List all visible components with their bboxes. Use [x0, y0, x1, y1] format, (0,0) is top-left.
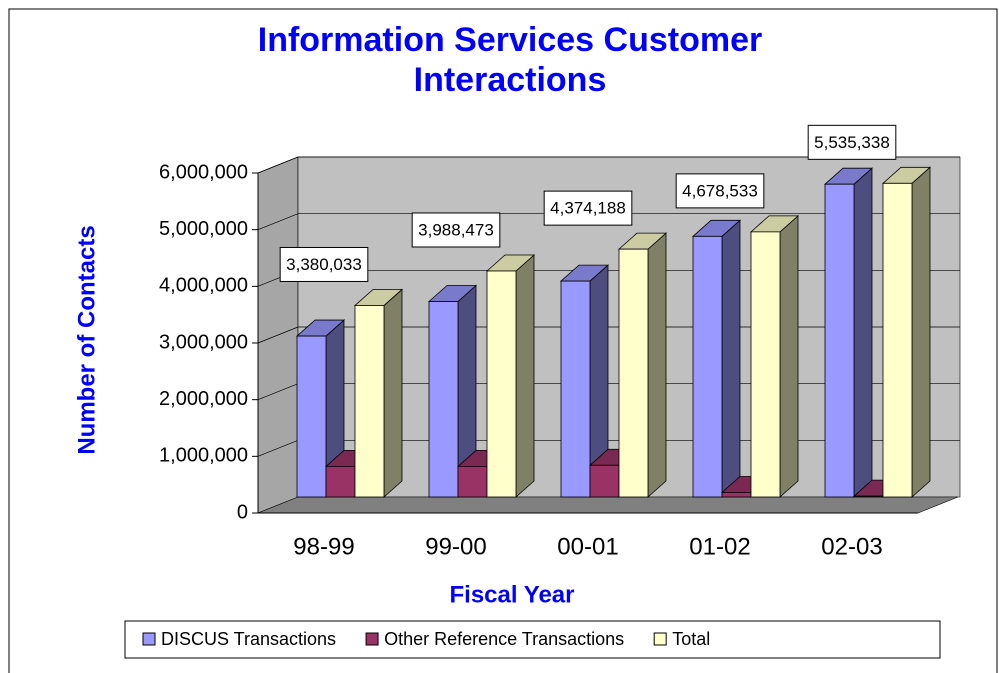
bar-side	[647, 232, 667, 498]
value-label: 4,678,533	[682, 181, 758, 200]
value-label-box	[675, 173, 765, 209]
value-label-box	[543, 190, 633, 226]
legend-swatch	[653, 632, 667, 646]
bar-front	[486, 270, 517, 498]
bar	[485, 254, 536, 498]
bar	[617, 232, 668, 498]
x-tick-label: 00-01	[557, 533, 618, 560]
bar-front	[457, 465, 488, 498]
x-axis-title: Fiscal Year	[450, 581, 575, 608]
y-tick-label: 2,000,000	[159, 388, 248, 410]
value-label: 4,374,188	[550, 199, 626, 218]
bar-front	[354, 305, 385, 498]
bar	[823, 167, 874, 498]
bar-front	[428, 301, 459, 498]
bar	[427, 284, 478, 498]
bar-front	[853, 495, 884, 498]
bar-side	[853, 167, 873, 498]
bar-front	[325, 465, 356, 498]
bar-front	[296, 335, 327, 498]
x-tick-label: 99-00	[425, 533, 486, 560]
bar-front	[750, 231, 781, 498]
y-tick-label: 6,000,000	[159, 161, 248, 183]
bar-front	[721, 492, 752, 498]
legend-box	[124, 620, 941, 659]
y-tick-label: 5,000,000	[159, 218, 248, 240]
chart-title: Information Services Customer Interactio…	[257, 21, 763, 99]
bar-side	[515, 254, 535, 498]
y-tick-label: 4,000,000	[159, 275, 248, 297]
y-tick-label: 3,000,000	[159, 331, 248, 353]
value-label-box	[411, 212, 501, 248]
bar	[559, 264, 610, 498]
bar-front	[824, 183, 855, 498]
bar-side	[779, 214, 799, 498]
legend-label: Other Reference Transactions	[384, 629, 624, 649]
floor	[257, 496, 959, 514]
bar	[691, 219, 742, 498]
bar	[749, 214, 800, 498]
legend-swatch	[365, 632, 379, 646]
value-label: 3,988,473	[418, 220, 494, 239]
bar-side	[383, 288, 403, 498]
legend-label: Total	[672, 629, 710, 649]
bar-front	[882, 182, 913, 498]
legend-swatch	[142, 632, 156, 646]
grid-line	[257, 156, 960, 174]
x-tick-label: 98-99	[293, 533, 354, 560]
bar	[353, 288, 404, 498]
bar-front	[589, 464, 620, 498]
bar-side	[721, 219, 741, 498]
x-tick-label: 02-03	[821, 533, 882, 560]
bar	[881, 166, 932, 498]
legend-label: DISCUS Transactions	[161, 629, 336, 649]
bar-side	[911, 166, 931, 498]
y-axis-title: Number of Contacts	[73, 225, 100, 454]
value-label: 5,535,338	[814, 133, 890, 152]
grid-line	[257, 213, 960, 230]
y-tick-label: 0	[237, 501, 248, 523]
bar-front	[692, 235, 723, 498]
y-tick-label: 1,000,000	[159, 445, 248, 467]
bar-front	[618, 248, 649, 498]
bar-front	[560, 280, 591, 498]
x-tick-label: 01-02	[689, 533, 750, 560]
value-label: 3,380,033	[286, 255, 362, 274]
value-label-box	[279, 246, 369, 282]
value-label-box	[807, 124, 897, 160]
